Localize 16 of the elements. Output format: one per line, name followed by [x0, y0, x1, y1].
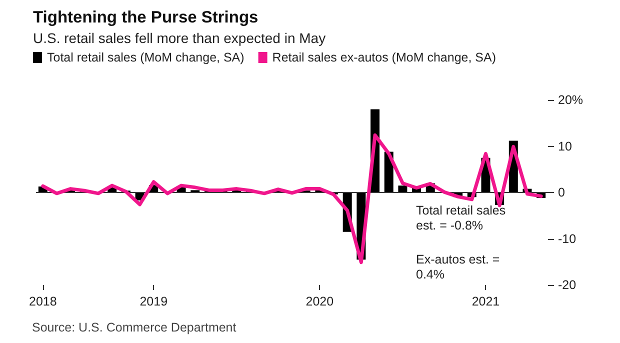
annotation: Ex-autos est. = 0.4% [416, 252, 504, 282]
y-tick-label: 20% [558, 93, 584, 107]
x-tick-label: 2020 [306, 294, 334, 308]
y-tick-label: -10 [558, 232, 576, 246]
legend-label: Retail sales ex-autos (MoM change, SA) [272, 50, 496, 64]
x-tick-label: 2018 [29, 294, 57, 308]
x-tick-label: 2021 [472, 294, 500, 308]
legend-label: Total retail sales (MoM change, SA) [47, 50, 244, 64]
source-note: Source: U.S. Commerce Department [32, 320, 237, 334]
y-tick-label: 0 [558, 186, 565, 200]
annotation: Total retail sales est. = -0.8% [416, 204, 510, 232]
y-tick-label: 10 [558, 139, 572, 154]
x-tick-label: 2019 [140, 294, 168, 308]
chart-title: Tightening the Purse Strings [33, 8, 258, 26]
y-tick-label: -20 [558, 278, 576, 292]
chart-subtitle: U.S. retail sales fell more than expected in May [33, 30, 326, 46]
